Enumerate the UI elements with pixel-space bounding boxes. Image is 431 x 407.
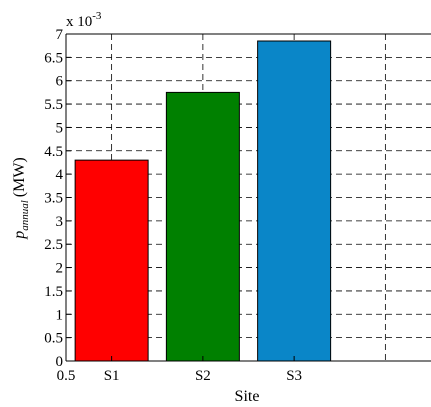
y-tick-label: 5.5 [44, 97, 63, 113]
y-tick-label: 4 [56, 167, 64, 183]
y-axis-label-unit: (MW) [11, 157, 28, 197]
y-tick-label: 5 [56, 120, 64, 136]
y-tick-label: 7 [56, 27, 64, 43]
x-tick-label: S1 [104, 368, 120, 384]
y-axis-label-sub: annual [19, 200, 31, 231]
y-ticks: 0 0.5 1 1.5 2 2.5 3 3.5 4 4.5 5 5.5 6 6.5 7 [44, 27, 71, 370]
y-tick-label: 0 [56, 354, 64, 370]
bar-s2 [165, 91, 240, 362]
bar-s3 [257, 40, 332, 362]
x-axis-label: Site [235, 388, 260, 405]
y-tick-label: 2 [56, 261, 64, 277]
y-scale-base: x 10 [66, 14, 92, 30]
y-tick-label: 3.5 [44, 191, 63, 207]
bar-s1 [74, 159, 149, 362]
x-tick-label: 0.5 [57, 368, 76, 384]
x-tick-label: S3 [286, 368, 302, 384]
y-tick-label: 1 [56, 307, 64, 323]
y-axis-label: pannual (MW) [11, 157, 31, 240]
y-tick-label: 6 [56, 74, 64, 90]
y-tick-label: 6.5 [44, 50, 63, 66]
y-tick-label: 2.5 [44, 237, 63, 253]
bars [74, 40, 332, 362]
y-tick-label: 1.5 [44, 284, 63, 300]
x-tick-label: S2 [195, 368, 211, 384]
y-tick-label: 0.5 [44, 331, 63, 347]
y-scale-exponent: -3 [92, 10, 102, 22]
y-scale-multiplier: x 10-3 [66, 10, 102, 30]
y-tick-label: 3 [56, 214, 64, 230]
y-axis-label-main: p [11, 231, 28, 240]
y-tick-label: 4.5 [44, 144, 63, 160]
x-ticks: 0.5 S1 S2 S3 [57, 356, 302, 384]
